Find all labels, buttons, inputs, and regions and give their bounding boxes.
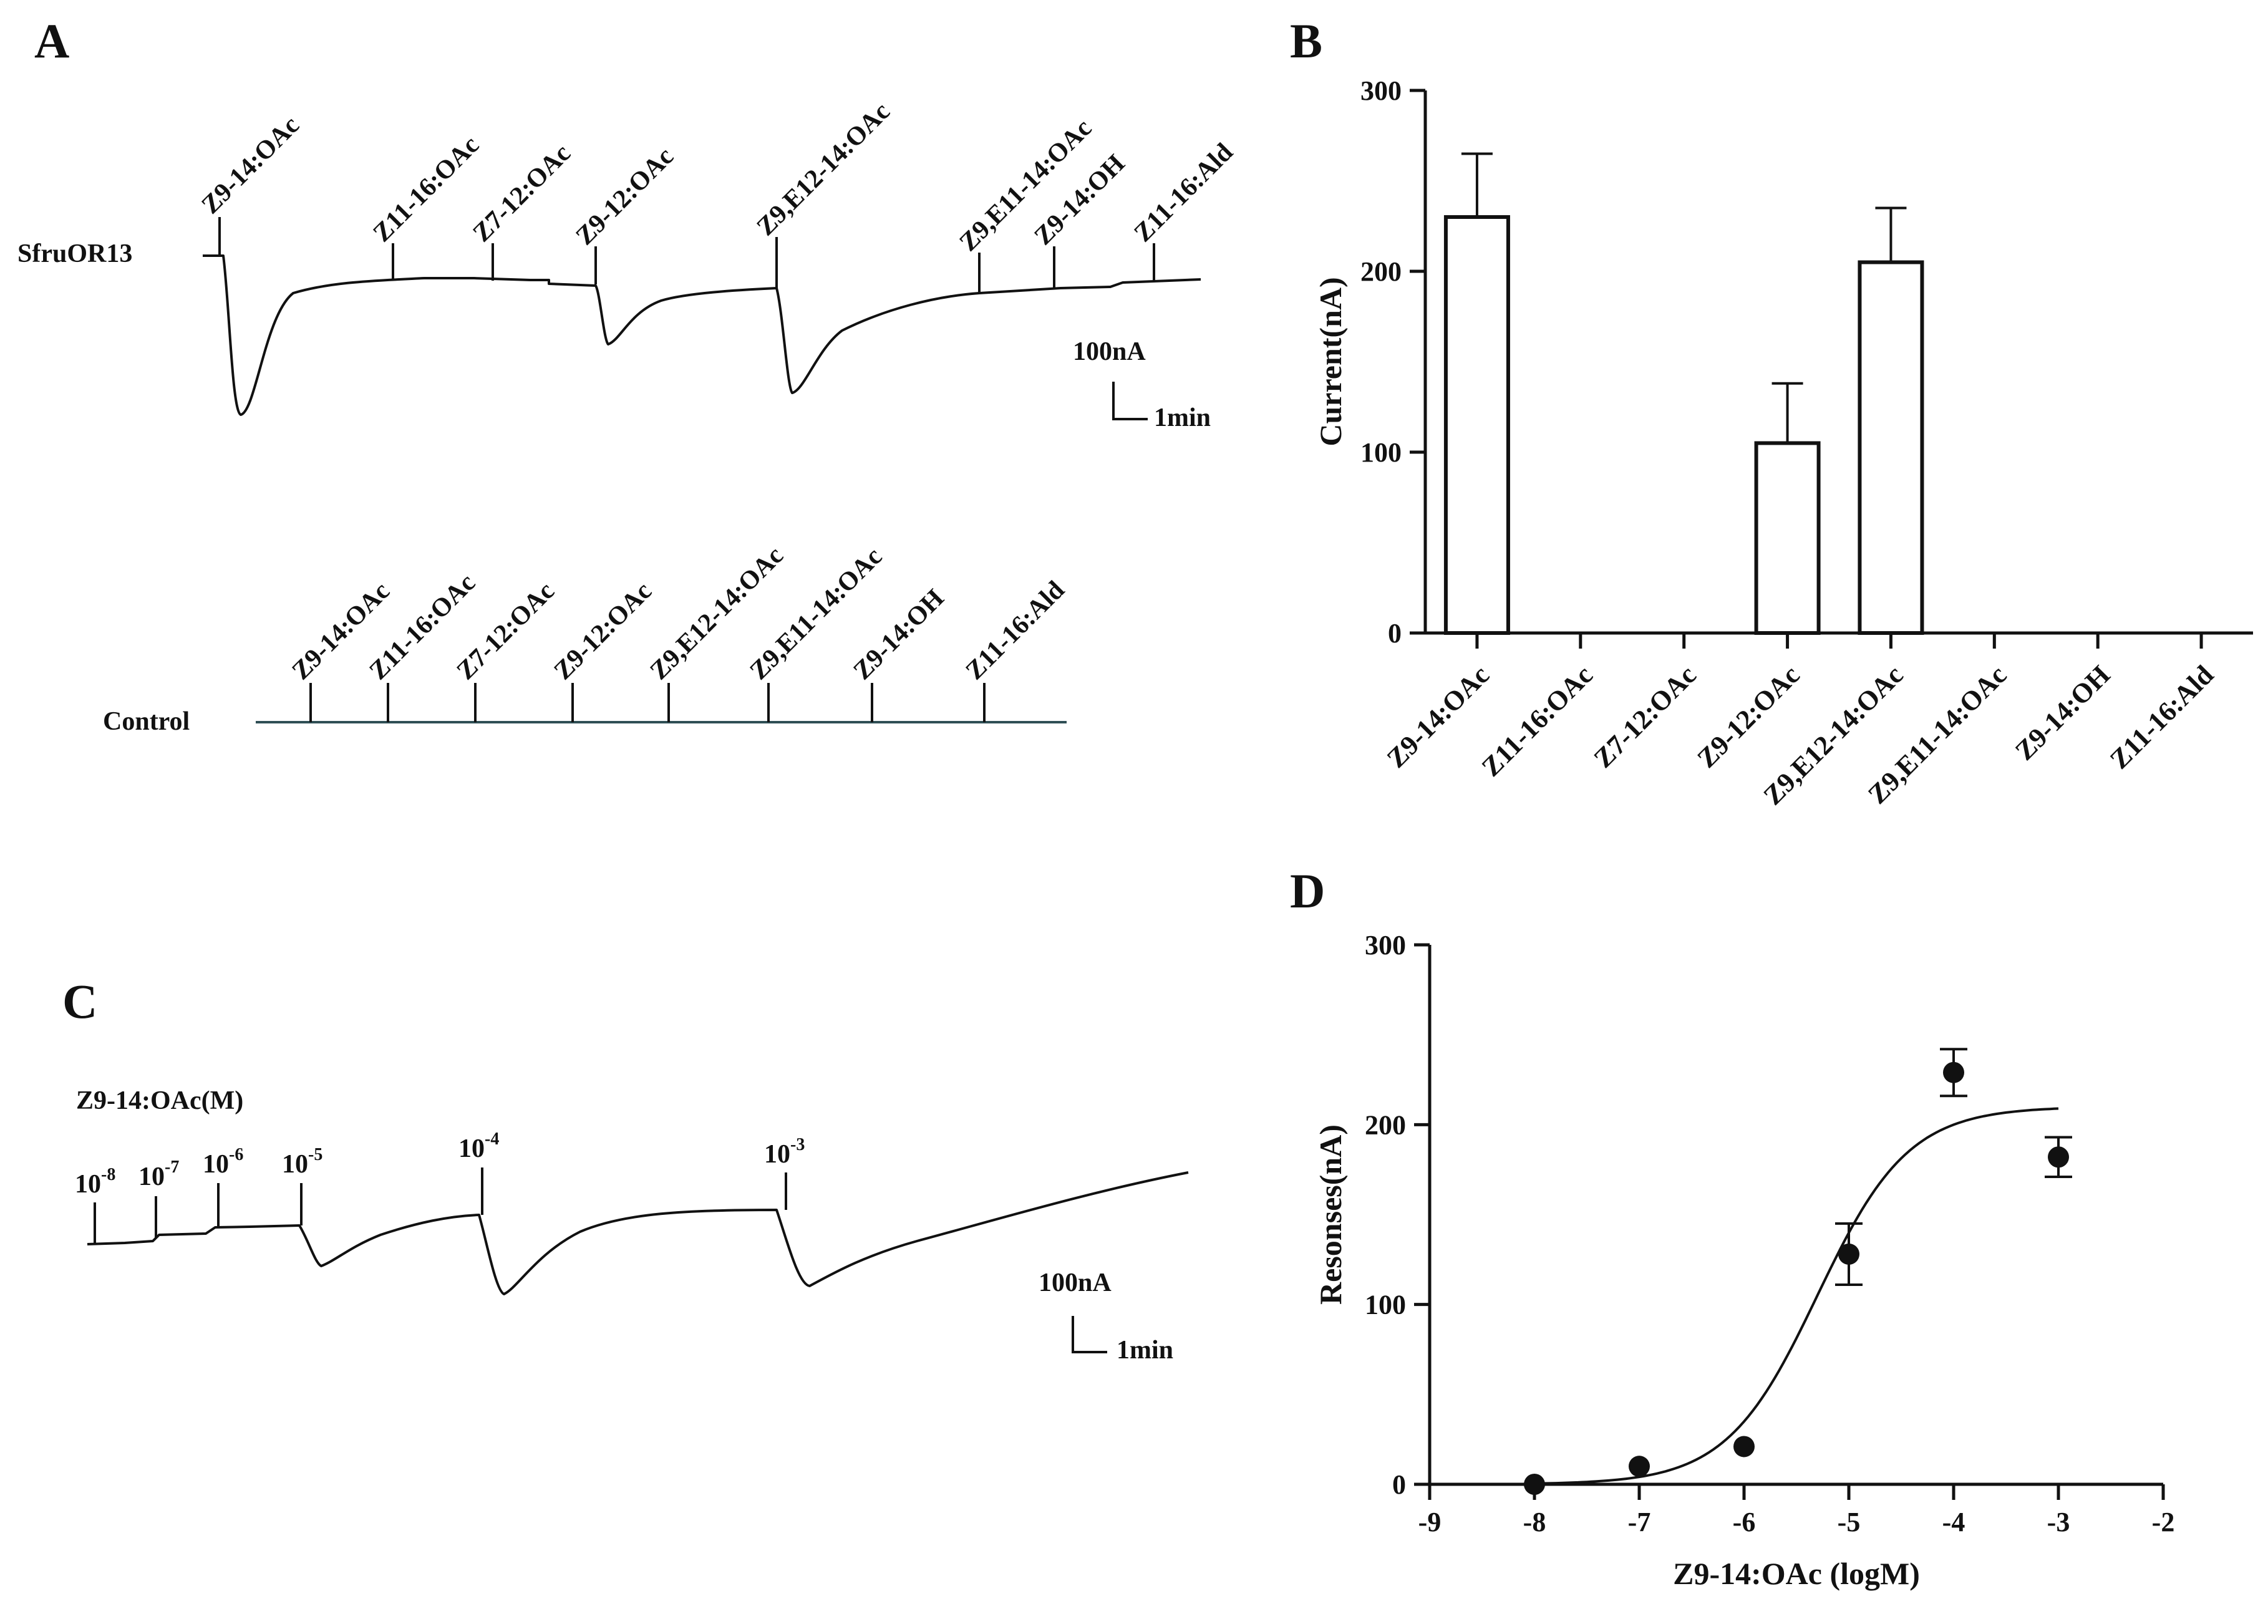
x-tick-label: Z7-12:OAc [1587, 659, 1702, 773]
dose-label: 10-4 [458, 1129, 499, 1163]
scale-bar-a: 100nA 1min [1073, 337, 1211, 432]
data-point [2048, 1146, 2069, 1168]
x-tick-label: -7 [1628, 1507, 1651, 1537]
fit-curve [1534, 1107, 2059, 1485]
panel-c-letter: C [62, 974, 97, 1028]
data-point [1943, 1061, 1964, 1083]
x-tick-label: -6 [1733, 1507, 1756, 1537]
dose-response-trace [87, 1171, 1189, 1295]
receptor-label: SfruOR13 [17, 239, 132, 268]
control-label-z9-14-oh: Z9-14:OH [848, 584, 950, 685]
dose-label: 10-3 [764, 1135, 805, 1169]
panel-b: B 0 100 200 300 Current(nA) Z9-14:OAcZ11-16:O… [1290, 14, 2253, 811]
marker-label-z7-12-oac: Z7-12:OAc [468, 139, 576, 248]
marker-label-z11-16-oac: Z11-16:OAc [368, 130, 485, 248]
control-markers: Z9-14:OAc Z11-16:OAc Z7-12:OAc Z9-12:OAc… [287, 541, 1070, 722]
panel-a-letter: A [34, 14, 69, 68]
y-tick-label: 200 [1365, 1109, 1406, 1140]
x-tick-label: Z11-16:Ald [2104, 659, 2219, 775]
bar [1754, 441, 1821, 635]
y-axis-label: Resonses(nA) [1313, 1124, 1348, 1305]
x-tick-label: -3 [2047, 1507, 2070, 1537]
bar [1858, 260, 1924, 635]
dose-title: Z9-14:OAc(M) [76, 1086, 243, 1115]
x-tick-label: -4 [1942, 1507, 1965, 1537]
scale-bar-lines [1112, 382, 1148, 420]
control-label-z11-16-ald: Z11-16:Ald [961, 576, 1070, 685]
dose-markers: 10-8 10-7 10-6 10-5 10-4 10-3 [75, 1129, 805, 1244]
y-axis-label: Current(nA) [1313, 277, 1348, 446]
scale-time-c: 1min [1117, 1336, 1173, 1365]
marker-label-z9e12-14-oac: Z9,E12-14:OAc [752, 97, 896, 241]
marker-label-z9-12-oac: Z9-12:OAc [571, 142, 679, 251]
y-tick-label: 100 [1360, 437, 1402, 468]
x-tick-label: -9 [1418, 1507, 1442, 1537]
scale-bar-c: 100nA 1min [1039, 1269, 1173, 1365]
marker-label-z11-16-ald: Z11-16:Ald [1129, 138, 1239, 248]
y-tick-label: 100 [1365, 1290, 1406, 1320]
x-tick-label: Z9-14:OH [2009, 659, 2116, 766]
data-point [1524, 1474, 1545, 1495]
marker-label-z9-14-oac: Z9-14:OAc [196, 111, 305, 220]
y-tick-label: 0 [1392, 1469, 1406, 1500]
bar [1443, 215, 1510, 635]
y-tick-label: 200 [1360, 256, 1402, 287]
x-tick-label: Z9-12:OAc [1691, 659, 1805, 773]
x-tick-label: -2 [2152, 1507, 2175, 1537]
sfruor13-markers: Z9-14:OAc Z11-16:OAc Z7-12:OAc Z9-12:OAc… [196, 97, 1239, 293]
x-axis-label: Z9-14:OAc (logM) [1673, 1556, 1920, 1591]
data-point [1629, 1456, 1650, 1477]
y-tick-label: 300 [1360, 75, 1402, 106]
panel-c: C Z9-14:OAc(M) 10-8 10-7 10-6 10-5 10-4 … [62, 974, 1189, 1365]
panel-a: A SfruOR13 Z9-14:OAc Z11-16:OAc Z7-12:OA… [17, 14, 1239, 736]
y-tick-label: 300 [1365, 930, 1406, 960]
data-point [1838, 1243, 1859, 1265]
panel-d-letter: D [1290, 864, 1325, 918]
x-tick-label: Z9-14:OAc [1381, 659, 1495, 773]
x-tick-label: Z11-16:OAc [1476, 659, 1599, 782]
dose-label: 10-5 [282, 1145, 322, 1179]
scale-time-a: 1min [1154, 404, 1211, 432]
control-label-z9-12-oac: Z9-12:OAc [549, 577, 657, 685]
scale-current-c: 100nA [1039, 1269, 1112, 1297]
control-label: Control [103, 707, 190, 736]
bar-chart: 0 100 200 300 Current(nA) Z9-14:OAcZ11-16:OAc… [1313, 75, 2253, 811]
sfruor13-trace [203, 254, 1201, 416]
dose-label: 10-7 [138, 1158, 179, 1191]
scatter-chart: 0 100 200 300 -9 -8 -7 -6 -5 -4 -3 -2 Resonses(nA) Z9… [1313, 930, 2174, 1591]
x-tick-label: -8 [1523, 1507, 1546, 1537]
scale-bar-lines [1072, 1316, 1107, 1353]
data-point [1733, 1436, 1755, 1457]
x-tick-label: -5 [1838, 1507, 1861, 1537]
scale-current-a: 100nA [1073, 337, 1146, 366]
panel-b-letter: B [1290, 14, 1322, 68]
dose-label: 10-8 [75, 1165, 115, 1199]
y-tick-label: 0 [1388, 618, 1402, 649]
dose-label: 10-6 [203, 1145, 243, 1179]
panel-d: D 0 100 200 300 -9 -8 -7 -6 -5 -4 -3 -2 Resonses(nA)… [1290, 864, 2174, 1591]
